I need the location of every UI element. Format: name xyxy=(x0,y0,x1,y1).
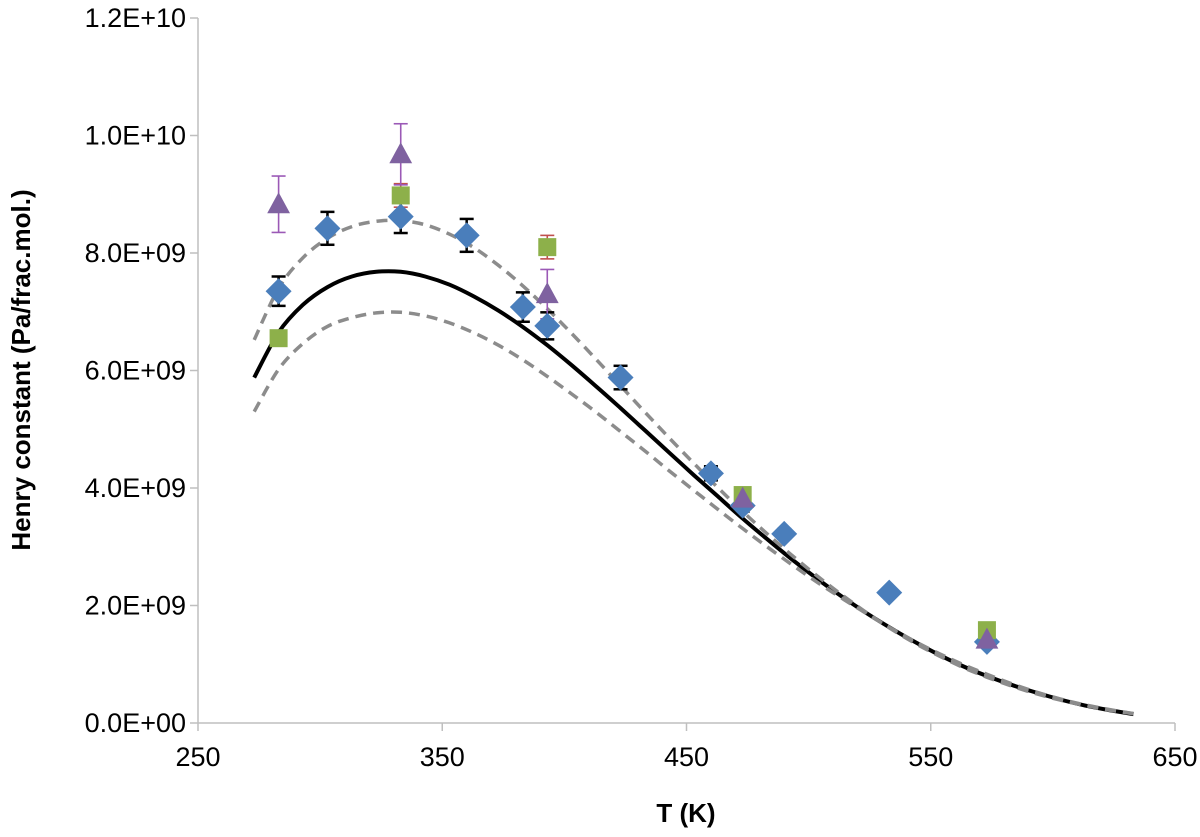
diamond-marker xyxy=(876,579,903,606)
diamond-marker xyxy=(697,460,724,487)
x-axis-title: T (K) xyxy=(656,798,715,828)
fit-curves xyxy=(252,218,1134,717)
y-tick-label: 0.0E+00 xyxy=(85,708,186,738)
y-tick-label: 2.0E+09 xyxy=(85,591,186,621)
error-bars xyxy=(271,122,994,647)
diamond-marker xyxy=(265,278,292,305)
triangle-marker xyxy=(267,192,291,214)
axes xyxy=(190,17,1176,731)
x-tick-label: 550 xyxy=(908,742,953,772)
diamond-marker xyxy=(771,520,798,547)
bound-curve xyxy=(252,218,1134,716)
tick-labels: 0.0E+00 2.0E+09 4.0E+09 6.0E+09 8.0E+09 1.0E+… xyxy=(85,3,1198,772)
triangle-marker xyxy=(535,282,559,304)
diamond-marker xyxy=(534,312,561,339)
model-curve xyxy=(252,269,1134,717)
diamond-marker xyxy=(314,215,341,242)
y-axis-title: Henry constant (Pa/frac.mol.) xyxy=(6,189,36,550)
bound-curve xyxy=(252,310,1134,716)
y-tick-label: 1.2E+10 xyxy=(85,3,186,33)
x-tick-label: 250 xyxy=(175,742,220,772)
y-tick-label: 6.0E+09 xyxy=(85,356,186,386)
diamond-marker xyxy=(607,364,634,391)
diamond-marker xyxy=(453,222,480,249)
diamond-marker xyxy=(387,203,414,230)
y-tick-label: 8.0E+09 xyxy=(85,238,186,268)
triangle-marker xyxy=(975,627,999,649)
x-tick-label: 350 xyxy=(420,742,465,772)
square-marker xyxy=(269,329,288,348)
square-marker xyxy=(391,186,410,205)
x-tick-label: 450 xyxy=(664,742,709,772)
data-markers xyxy=(265,142,1000,655)
y-tick-label: 1.0E+10 xyxy=(85,121,186,151)
y-tick-label: 4.0E+09 xyxy=(85,473,186,503)
triangle-marker xyxy=(731,486,755,508)
x-tick-label: 650 xyxy=(1152,742,1197,772)
diamond-marker xyxy=(509,294,536,321)
square-marker xyxy=(538,238,557,257)
triangle-marker xyxy=(389,142,413,164)
